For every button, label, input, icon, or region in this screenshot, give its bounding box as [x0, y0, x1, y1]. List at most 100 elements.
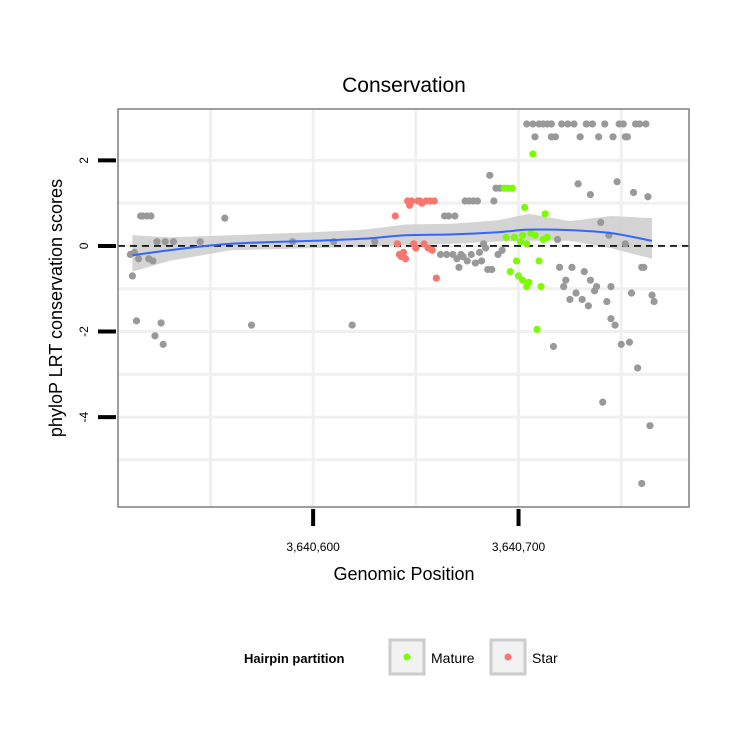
point-other [648, 291, 656, 299]
point-mature [531, 231, 539, 239]
point-mature [508, 184, 516, 192]
y-tick-label: -2 [77, 326, 91, 337]
point-other [621, 133, 629, 141]
x-tick-label: 3,640,600 [286, 540, 340, 554]
point-other [566, 295, 574, 304]
point-other [147, 212, 155, 220]
point-mature [512, 257, 521, 265]
point-other [592, 283, 601, 291]
point-other [642, 120, 650, 128]
point-other [607, 315, 615, 323]
point-other [157, 319, 165, 327]
point-other [556, 263, 564, 271]
point-other [644, 193, 652, 201]
point-other [638, 479, 646, 488]
point-other [153, 238, 161, 246]
point-other [348, 321, 356, 329]
point-mature [516, 238, 525, 246]
point-other [498, 246, 506, 254]
point-other [196, 238, 204, 246]
points-star [391, 197, 440, 282]
point-other [570, 120, 578, 128]
point-other [636, 120, 644, 128]
y-tick-label: 2 [77, 157, 91, 164]
y-axis-ticks: 2 0 -2 -4 [77, 157, 116, 422]
legend: Hairpin partition Mature Star [244, 638, 558, 676]
smooth-curve [132, 228, 653, 257]
legend-title: Hairpin partition [244, 651, 344, 666]
plot-border [117, 108, 690, 508]
point-other [471, 259, 479, 267]
points-other [126, 120, 658, 488]
point-other [607, 283, 615, 291]
point-other [488, 265, 496, 274]
point-other [586, 276, 595, 284]
point-other [451, 212, 459, 220]
point-other [473, 197, 482, 205]
point-mature [506, 268, 514, 276]
point-mature [519, 276, 527, 284]
point-star [432, 274, 440, 282]
point-other [568, 263, 576, 271]
legend-dot-star [504, 653, 512, 661]
point-other [574, 180, 582, 188]
y-axis-title: phyloP LRT conservation scores [46, 179, 66, 437]
point-other [553, 235, 562, 244]
point-other [586, 190, 595, 199]
point-other [650, 297, 658, 306]
point-mature [521, 203, 529, 212]
point-other [584, 302, 592, 310]
point-other [646, 422, 654, 430]
point-other [625, 338, 634, 346]
point-other [617, 340, 625, 348]
smooth-line [132, 228, 653, 257]
points-mature [500, 150, 551, 333]
point-other [582, 120, 590, 128]
point-other [169, 238, 178, 246]
point-other [613, 178, 621, 186]
point-other [547, 120, 555, 128]
point-other [149, 257, 157, 265]
point-other [159, 340, 167, 348]
point-other [619, 120, 627, 128]
point-other [128, 272, 136, 280]
point-mature [519, 231, 527, 239]
point-other [580, 268, 588, 276]
point-other [467, 250, 475, 259]
point-other [609, 133, 617, 141]
point-star [428, 246, 436, 254]
confidence-band-area [132, 213, 653, 272]
point-other [562, 276, 570, 284]
x-axis-title: Genomic Position [333, 564, 474, 584]
point-other [640, 263, 648, 271]
point-other [151, 332, 159, 340]
point-other [551, 133, 560, 141]
point-other [490, 197, 498, 205]
point-other [629, 188, 638, 197]
point-mature [529, 150, 537, 158]
point-other [603, 297, 611, 306]
point-mature [541, 210, 549, 218]
point-other [134, 255, 143, 263]
point-other [463, 257, 471, 265]
chart-title: Conservation [342, 74, 466, 97]
point-other [634, 364, 642, 372]
point-other [578, 295, 586, 304]
point-mature [523, 240, 531, 248]
point-other [486, 171, 494, 179]
point-other [627, 289, 636, 297]
point-other [445, 212, 453, 220]
point-mature [543, 233, 551, 241]
confidence-band [132, 213, 653, 272]
point-mature [533, 325, 541, 333]
point-star [401, 255, 410, 263]
point-other [482, 244, 490, 252]
point-mature [537, 283, 545, 291]
point-other [531, 133, 539, 141]
point-other [371, 238, 379, 246]
point-other [564, 120, 572, 128]
point-other [588, 120, 597, 128]
point-star [412, 244, 420, 252]
point-star [393, 240, 401, 248]
point-other [221, 214, 229, 222]
